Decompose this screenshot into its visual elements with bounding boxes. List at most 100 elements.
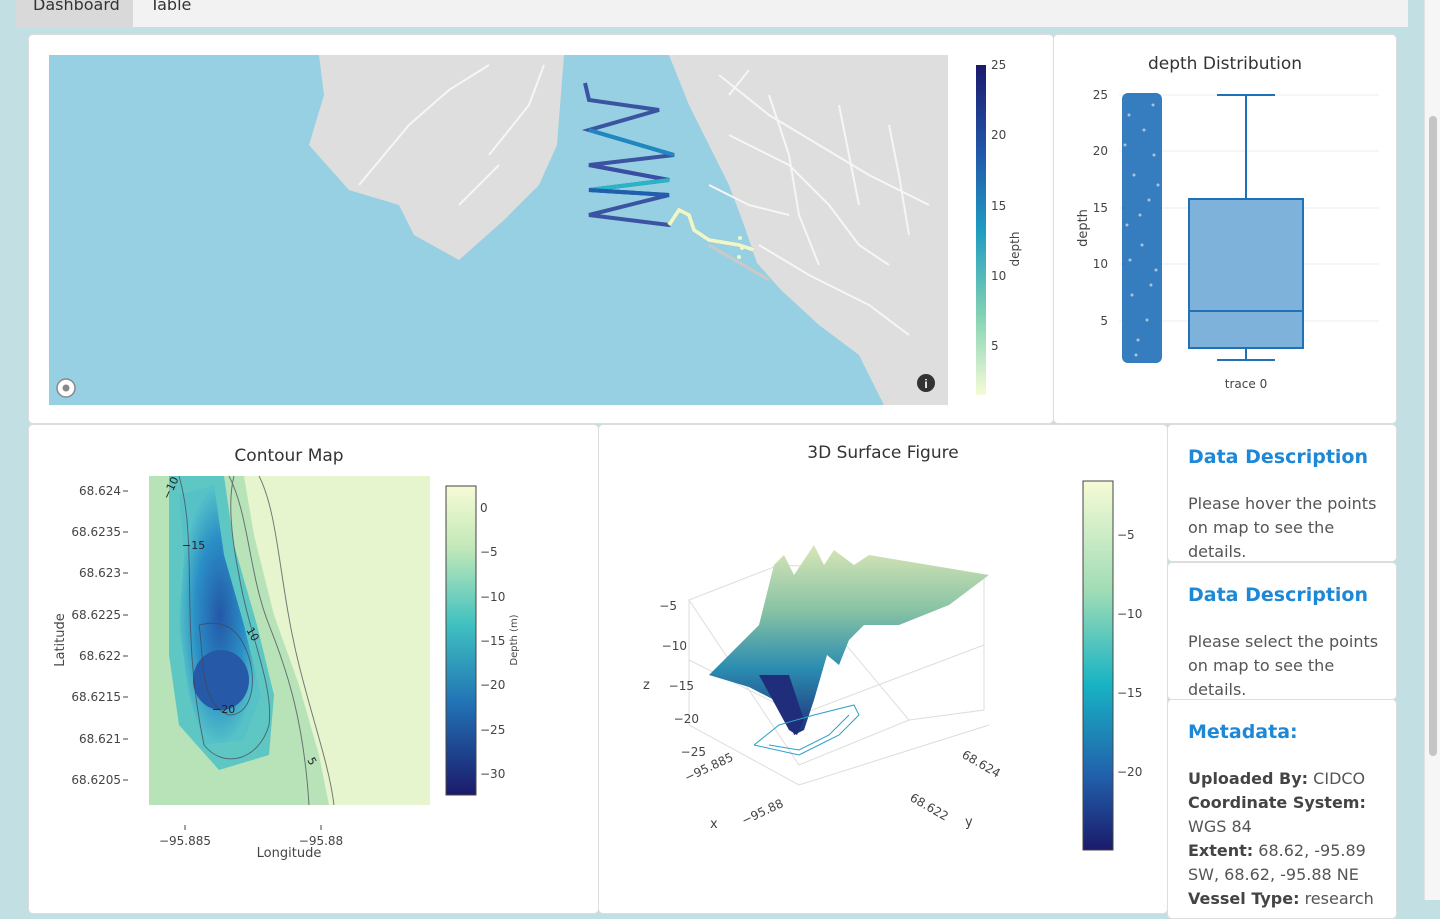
- metadata-uploaded-by-value: CIDCO: [1313, 769, 1366, 788]
- contour-colorbar: [445, 485, 477, 796]
- contour-ytick: 68.621: [79, 732, 121, 746]
- contour-xtick: −95.88: [299, 834, 343, 848]
- surface-colorbar: [1082, 480, 1114, 851]
- tab-bar: Dashboard Table: [16, 0, 1408, 28]
- contour-colorbar-title: Depth (m): [509, 614, 520, 665]
- metadata-coordinate-system: Coordinate System: WGS 84: [1188, 791, 1384, 839]
- contour-cb-tick: −20: [480, 678, 505, 692]
- dist-ytick: 20: [1093, 144, 1108, 158]
- dist-boxplot[interactable]: [1188, 94, 1304, 361]
- contour-cb-tick: −30: [480, 767, 505, 781]
- map-canvas[interactable]: [49, 55, 948, 405]
- map-cb-tick: 15: [991, 199, 1006, 213]
- contour-cb-tick: −25: [480, 723, 505, 737]
- metadata-vessel-type: Vessel Type: research: [1188, 887, 1384, 911]
- surface-ylabel: y: [965, 815, 973, 830]
- metadata-title: Metadata:: [1188, 721, 1298, 743]
- map-cb-tick: 25: [991, 58, 1006, 72]
- surface-card: 3D Surface Figure −5: [598, 424, 1168, 914]
- map-compass-icon[interactable]: [56, 378, 76, 398]
- surface-3d-plot[interactable]: [688, 545, 990, 786]
- contour-ytick: 68.6235: [71, 525, 121, 539]
- contour-ylabel: Latitude: [53, 613, 68, 667]
- metadata-uploaded-by-label: Uploaded By:: [1188, 769, 1309, 788]
- dist-ylabel: depth: [1076, 209, 1091, 247]
- surface-xlabel: x: [710, 817, 718, 832]
- contour-plot[interactable]: [149, 475, 430, 806]
- metadata-coord-value: WGS 84: [1188, 817, 1252, 836]
- tab-table-label: Table: [150, 0, 192, 14]
- contour-ytick: 68.624: [79, 484, 121, 498]
- dist-xlabel: trace 0: [1225, 377, 1267, 391]
- map-cb-tick: 10: [991, 269, 1006, 283]
- surface-ytick: 68.624: [960, 747, 1003, 780]
- page-scrollbar-thumb[interactable]: [1429, 116, 1437, 756]
- surface-zlabel: z: [643, 678, 650, 693]
- app: Dashboard Table: [16, 0, 1408, 919]
- dist-ytick: 25: [1093, 88, 1108, 102]
- metadata-extent-label: Extent:: [1188, 841, 1254, 860]
- metadata-coord-label: Coordinate System:: [1188, 793, 1366, 812]
- hover-description-card: Data Description Please hover the points…: [1167, 424, 1397, 562]
- surface-ztick: −25: [681, 745, 706, 759]
- contour-xtick: −95.885: [159, 834, 211, 848]
- metadata-body: Uploaded By: CIDCO Coordinate System: WG…: [1188, 767, 1384, 911]
- contour-ytick: 68.622: [79, 649, 121, 663]
- surface-title: 3D Surface Figure: [807, 443, 958, 463]
- metadata-card: Metadata: Uploaded By: CIDCO Coordinate …: [1167, 699, 1397, 919]
- map-colorbar-title: depth: [1008, 232, 1022, 267]
- select-description-card: Data Description Please select the point…: [1167, 562, 1397, 700]
- contour-cb-tick: −10: [480, 590, 505, 604]
- contour-title: Contour Map: [234, 446, 343, 466]
- hover-description-text: Please hover the points on map to see th…: [1188, 494, 1377, 561]
- metadata-vessel-value: research: [1304, 889, 1374, 908]
- surface-cb-tick: −20: [1117, 765, 1142, 779]
- contour-cb-tick: −15: [480, 634, 505, 648]
- contour-label: −20: [212, 703, 235, 716]
- surface-ztick: −20: [674, 712, 699, 726]
- metadata-extent: Extent: 68.62, -95.89 SW, 68.62, -95.88 …: [1188, 839, 1384, 887]
- dist-points[interactable]: [1122, 93, 1162, 363]
- metadata-extent-value: 68.62, -95.89 SW, 68.62, -95.88 NE: [1188, 841, 1366, 884]
- metadata-vessel-label: Vessel Type:: [1188, 889, 1300, 908]
- contour-card: Contour Map −10 −15 10 −20 5: [28, 424, 599, 914]
- contour-ytick: 68.6225: [71, 608, 121, 622]
- dist-ytick: 5: [1100, 314, 1108, 328]
- contour-ytick: 68.6215: [71, 690, 121, 704]
- tab-dashboard[interactable]: Dashboard: [16, 0, 133, 28]
- contour-cb-tick: −5: [480, 545, 498, 559]
- surface-chart: 3D Surface Figure −5: [643, 443, 1142, 851]
- surface-ytick: 68.622: [908, 790, 951, 823]
- select-description-text: Please select the points on map to see t…: [1188, 632, 1379, 699]
- map-card: i 25 20 15 10 5 depth: [28, 34, 1054, 424]
- distribution-chart: depth Distribution 25 20 15 10 5 depth: [1076, 54, 1379, 391]
- contour-cb-tick: 0: [480, 501, 488, 515]
- dist-ytick: 10: [1093, 257, 1108, 271]
- tab-dashboard-label: Dashboard: [33, 0, 120, 14]
- svg-text:i: i: [924, 377, 927, 391]
- contour-label: 10: [243, 625, 261, 644]
- hover-description-title: Data Description: [1188, 446, 1368, 468]
- contour-label: −15: [182, 539, 205, 552]
- metadata-uploaded-by: Uploaded By: CIDCO: [1188, 767, 1384, 791]
- contour-ytick: 68.623: [79, 566, 121, 580]
- map-cb-tick: 5: [991, 339, 999, 353]
- tab-table[interactable]: Table: [133, 0, 223, 28]
- surface-ztick: −15: [669, 679, 694, 693]
- distribution-card: depth Distribution 25 20 15 10 5 depth: [1053, 34, 1397, 424]
- map-colorbar: [976, 65, 986, 395]
- surface-ztick: −5: [659, 599, 677, 613]
- select-description-title: Data Description: [1188, 584, 1368, 606]
- dist-title: depth Distribution: [1148, 54, 1302, 74]
- surface-cb-tick: −10: [1117, 607, 1142, 621]
- surface-cb-tick: −15: [1117, 686, 1142, 700]
- surface-xtick: −95.88: [739, 796, 785, 827]
- surface-ztick: −10: [662, 639, 687, 653]
- contour-xlabel: Longitude: [257, 846, 322, 861]
- map-cb-tick: 20: [991, 128, 1006, 142]
- contour-ytick: 68.6205: [71, 773, 121, 787]
- map-figure: i 25 20 15 10 5 depth: [49, 55, 1022, 405]
- info-icon[interactable]: i: [917, 374, 935, 392]
- contour-chart: Contour Map −10 −15 10 −20 5: [53, 446, 520, 861]
- surface-cb-tick: −5: [1117, 528, 1135, 542]
